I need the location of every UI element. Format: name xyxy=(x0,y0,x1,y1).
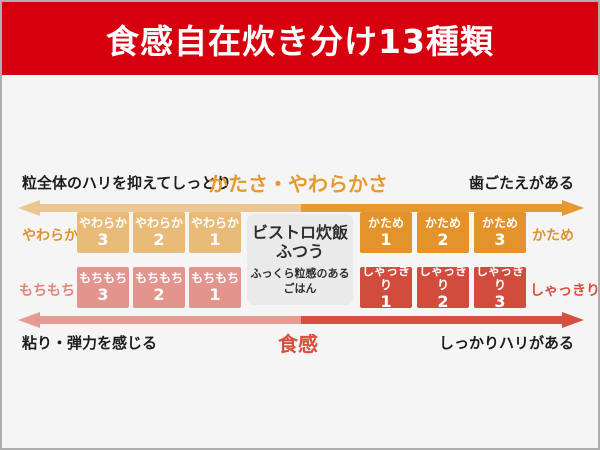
arrow-right-icon xyxy=(562,312,584,328)
level-box-katame-3: かため 3 xyxy=(474,212,526,253)
level-box-mochimochi-3: もちもち 3 xyxy=(77,267,129,308)
level-box-shakkiri-2: しゃっきり 2 xyxy=(417,263,469,311)
level-name: しゃっきり xyxy=(418,263,467,292)
level-name: しゃっきり xyxy=(361,263,410,292)
page-title: 食感自在炊き分け13種類 xyxy=(106,21,494,61)
firm-side-label: かため xyxy=(532,228,574,244)
hardness-axis-arrow xyxy=(18,200,584,216)
arrow-right-icon xyxy=(562,200,584,216)
level-name: しゃっきり xyxy=(475,263,524,292)
level-number: 3 xyxy=(97,229,109,249)
level-number: 3 xyxy=(494,229,506,249)
texture-axis-title: 食感 xyxy=(278,332,318,356)
level-name: やわらか xyxy=(78,215,127,230)
level-box-yawaraka-3: やわらか 3 xyxy=(77,212,129,253)
level-name: もちもち xyxy=(134,270,183,285)
hardness-right-label: 歯ごたえがある xyxy=(468,174,574,192)
hardness-axis-labels: 粒全体のハリを抑えてしっとり かたさ・やわらかさ 歯ごたえがある xyxy=(22,170,574,196)
level-number: 1 xyxy=(380,291,392,311)
level-number: 2 xyxy=(153,284,165,304)
level-number: 2 xyxy=(437,229,449,249)
level-number: 1 xyxy=(209,229,221,249)
level-name: やわらか xyxy=(190,215,239,230)
hardness-axis-title: かたさ・やわらかさ xyxy=(208,172,388,196)
level-name: かため xyxy=(424,215,461,230)
arrow-shaft xyxy=(36,316,566,324)
level-box-shakkiri-1: しゃっきり 1 xyxy=(360,263,412,311)
level-box-yawaraka-1: やわらか 1 xyxy=(189,212,241,253)
level-box-katame-1: かため 1 xyxy=(360,212,412,253)
level-name: かため xyxy=(367,215,404,230)
level-box-yawaraka-2: やわらか 2 xyxy=(133,212,185,253)
hardness-left-label: 粒全体のハリを抑えてしっとり xyxy=(22,174,232,192)
level-name: やわらか xyxy=(134,215,183,230)
normal-mode-title-line2: ふつう xyxy=(275,242,324,262)
texture-axis-arrow xyxy=(18,312,584,328)
shakkiri-side-label: しゃっきり xyxy=(530,283,600,299)
level-name: かため xyxy=(481,215,518,230)
texture-axis-labels: 粘り・弾力を感じる 食感 しっかりハリがある xyxy=(22,330,574,356)
level-number: 2 xyxy=(437,291,449,311)
arrow-left-icon xyxy=(18,312,40,328)
arrow-shaft xyxy=(36,204,566,212)
level-number: 3 xyxy=(494,291,506,311)
texture-right-label: しっかりハリがある xyxy=(438,334,574,352)
normal-mode-title-line1: ビストロ炊飯 xyxy=(251,223,348,243)
normal-mode-box: ビストロ炊飯 ふつう ふっくら粒感のあるごはん xyxy=(247,214,353,305)
normal-mode-description: ふっくら粒感のあるごはん xyxy=(250,267,350,295)
level-box-katame-2: かため 2 xyxy=(417,212,469,253)
level-name: もちもち xyxy=(190,270,239,285)
level-number: 1 xyxy=(380,229,392,249)
level-number: 1 xyxy=(209,284,221,304)
level-number: 3 xyxy=(97,284,109,304)
level-box-mochimochi-2: もちもち 2 xyxy=(133,267,185,308)
texture-left-label: 粘り・弾力を感じる xyxy=(22,334,158,352)
title-banner: 食感自在炊き分け13種類 xyxy=(2,2,598,75)
mochi-side-label: もちもち xyxy=(19,283,75,299)
level-number: 2 xyxy=(153,229,165,249)
soft-side-label: やわらか xyxy=(22,228,78,244)
level-box-mochimochi-1: もちもち 1 xyxy=(189,267,241,308)
level-name: もちもち xyxy=(78,270,127,285)
level-box-shakkiri-3: しゃっきり 3 xyxy=(474,263,526,311)
arrow-left-icon xyxy=(18,200,40,216)
